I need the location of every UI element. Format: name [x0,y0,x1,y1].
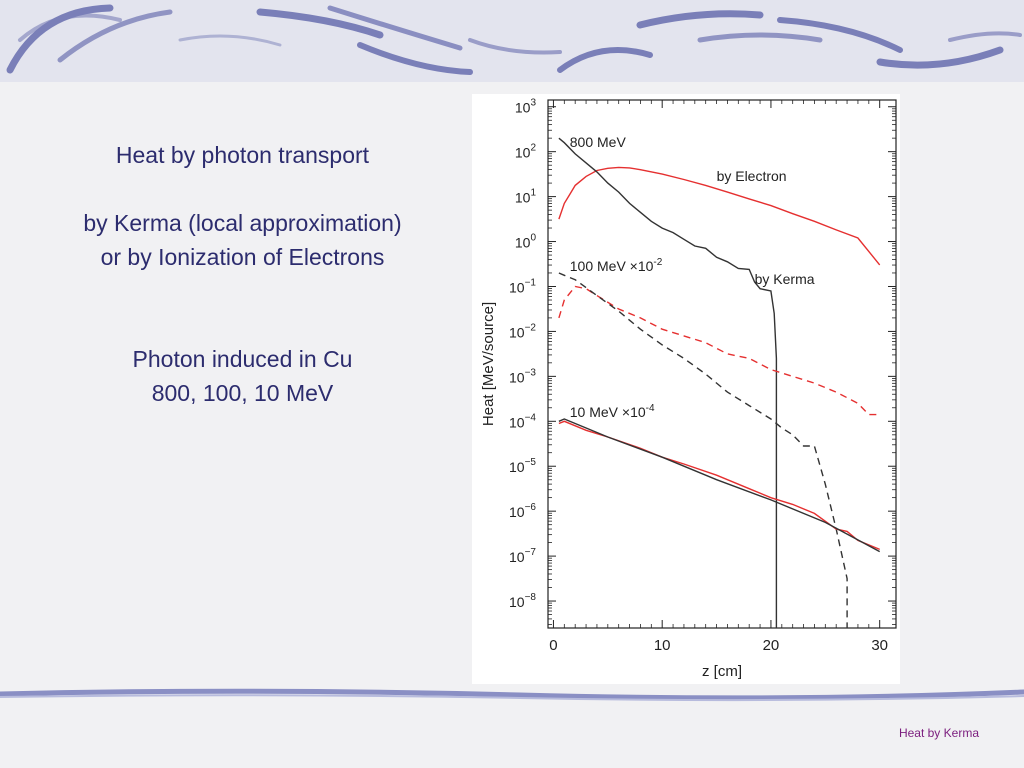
footer-label: Heat by Kerma [898,726,979,740]
series-line-6 [558,418,881,553]
heading-line: Heat by photon transport [115,142,370,168]
annotation-exponent: -4 [646,403,655,414]
y-tick-base: 10 [509,594,525,610]
y-tick-label: 10−8 [509,592,536,610]
y-tick-exponent: −5 [525,457,537,468]
x-tick-label: 10 [654,637,671,654]
y-tick-exponent: −4 [525,412,537,423]
x-tick-label: 30 [871,637,888,654]
annotation-exponent: -2 [653,257,662,268]
y-tick-label: 10−2 [509,322,536,340]
y-tick-base: 10 [515,100,531,116]
series-line-5 [558,420,880,551]
y-tick-label: 10−1 [509,277,536,295]
annotation-label: by Kerma [755,271,815,287]
y-tick-exponent: 0 [530,233,536,244]
decorative-divider [0,688,1024,702]
y-tick-label: 102 [515,143,537,161]
y-tick-exponent: −2 [525,322,537,333]
y-tick-exponent: −3 [525,367,537,378]
y-tick-label: 10−4 [509,412,536,430]
annotation-text: 800 MeV [570,134,627,150]
y-tick-base: 10 [515,235,531,251]
photon-line-2: 800, 100, 10 MeV [151,380,334,406]
y-tick-base: 10 [515,145,531,161]
y-tick-label: 103 [515,98,537,116]
annotation-text: 10 MeV ×10 [570,404,646,420]
heat-chart: 10310210110010−110−210−310−410−510−610−7… [480,98,897,680]
y-tick-base: 10 [509,369,525,385]
y-tick-exponent: −1 [525,277,537,288]
plot-frame [547,99,897,629]
x-tick-label: 20 [763,637,780,654]
y-tick-exponent: −6 [525,502,537,513]
y-tick-label: 100 [515,233,537,251]
annotation-text: by Electron [717,168,787,184]
y-tick-label: 10−6 [509,502,536,520]
series-line-1 [558,166,881,266]
y-tick-exponent: 3 [530,98,536,109]
x-tick-label: 0 [549,637,557,654]
annotation-text: by Kerma [755,271,815,287]
decorative-banner [0,0,1024,82]
method-line-1: by Kerma (local approximation) [83,210,402,236]
x-axis-label: z [cm] [702,663,742,680]
y-tick-base: 10 [509,414,525,430]
text-block-heading: Heat by photon transport [30,138,455,172]
y-tick-exponent: −7 [525,547,537,558]
y-tick-base: 10 [509,459,525,475]
method-line-2: or by Ionization of Electrons [100,244,385,270]
annotation-label: 800 MeV [570,134,627,150]
photon-line-1: Photon induced in Cu [132,346,353,372]
y-tick-exponent: 2 [530,143,536,154]
y-tick-exponent: 1 [530,188,536,199]
y-tick-base: 10 [509,324,525,340]
annotation-text: 100 MeV ×10 [570,258,654,274]
text-block-photon: Photon induced in Cu 800, 100, 10 MeV [30,342,455,410]
y-tick-exponent: −8 [525,592,537,603]
text-block-method: by Kerma (local approximation) or by Ion… [30,206,455,274]
y-tick-label: 10−7 [509,547,536,565]
annotation-label: by Electron [717,168,787,184]
series-line-4 [558,272,848,628]
y-tick-base: 10 [509,549,525,565]
series-line-3 [558,285,880,416]
y-axis-label: Heat [MeV/source] [480,302,497,426]
chart-panel: 103 102 101 100 10−1 10−2 10−3 10−4 10−5 10−6 10−7… [472,94,900,684]
annotation-label: 100 MeV ×10-2 [570,257,663,274]
y-tick-base: 10 [515,190,531,206]
y-tick-label: 10−5 [509,457,536,475]
annotation-label: 10 MeV ×10-4 [570,403,655,420]
y-tick-base: 10 [509,504,525,520]
y-tick-label: 101 [515,188,537,206]
y-tick-label: 10−3 [509,367,536,385]
series-line-2 [558,137,778,628]
y-tick-base: 10 [509,279,525,295]
